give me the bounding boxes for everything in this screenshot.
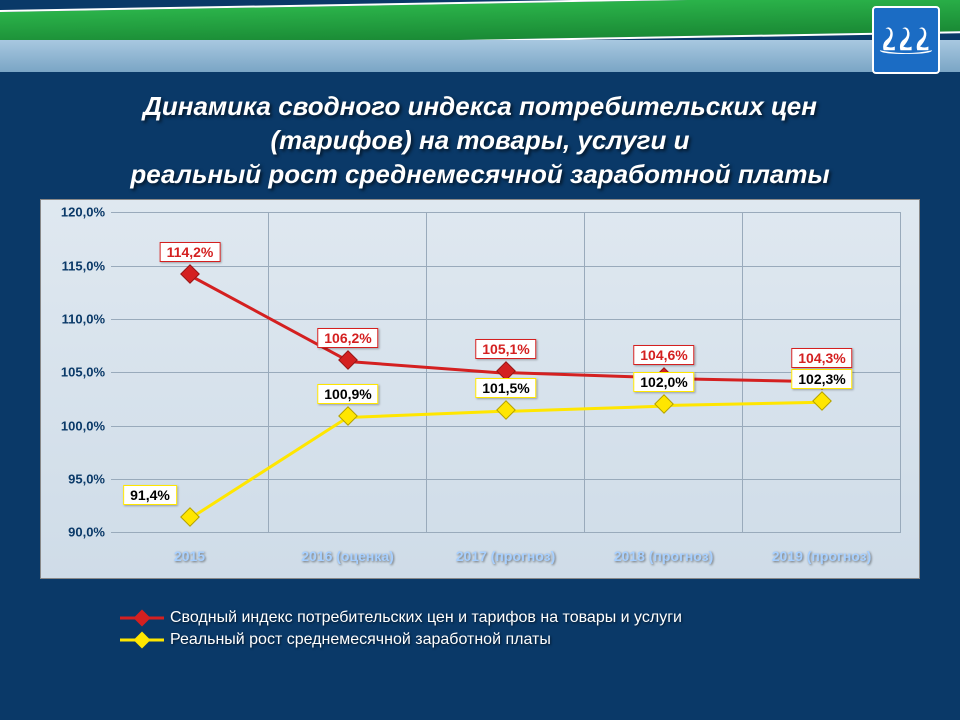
x-category-label: 2016 (оценка) <box>269 548 426 564</box>
legend-label: Реальный рост среднемесячной заработной … <box>170 631 551 649</box>
legend-marker-icon <box>120 609 164 627</box>
header-band <box>0 0 960 80</box>
y-tick-label: 110,0% <box>49 312 105 327</box>
title-line-3: реальный рост среднемесячной заработной … <box>130 159 829 189</box>
crest-logo <box>872 6 940 74</box>
data-label-wage_growth: 102,0% <box>633 372 694 392</box>
data-label-wage_growth: 91,4% <box>123 485 177 505</box>
x-zone: 2016 (оценка) <box>269 212 427 532</box>
legend-marker-icon <box>120 631 164 649</box>
y-tick-label: 95,0% <box>49 472 105 487</box>
x-category-label: 2015 <box>111 548 268 564</box>
y-tick-label: 105,0% <box>49 365 105 380</box>
data-label-wage_growth: 100,9% <box>317 384 378 404</box>
data-label-price_index: 106,2% <box>317 328 378 348</box>
data-label-price_index: 104,3% <box>791 348 852 368</box>
data-label-price_index: 104,6% <box>633 345 694 365</box>
gridline <box>111 532 901 533</box>
title-line-1: Динамика сводного индекса потребительски… <box>143 91 817 121</box>
swans-icon <box>878 23 934 57</box>
x-category-label: 2019 (прогноз) <box>743 548 900 564</box>
data-label-price_index: 114,2% <box>160 242 221 262</box>
legend: Сводный индекс потребительских цен и тар… <box>120 609 840 649</box>
data-label-wage_growth: 101,5% <box>475 378 536 398</box>
plot-area: 90,0%95,0%100,0%105,0%110,0%115,0%120,0%… <box>111 212 901 532</box>
y-tick-label: 115,0% <box>49 258 105 273</box>
y-tick-label: 90,0% <box>49 525 105 540</box>
x-category-label: 2018 (прогноз) <box>585 548 742 564</box>
y-tick-label: 100,0% <box>49 418 105 433</box>
data-label-price_index: 105,1% <box>475 339 536 359</box>
x-category-label: 2017 (прогноз) <box>427 548 584 564</box>
legend-item-wage_growth: Реальный рост среднемесячной заработной … <box>120 631 840 649</box>
data-label-wage_growth: 102,3% <box>791 369 852 389</box>
legend-item-price_index: Сводный индекс потребительских цен и тар… <box>120 609 840 627</box>
line-chart: 90,0% 95,0% 100,0% 105,0% 110,0% 115,0% 120,0%… <box>40 199 920 579</box>
title-line-2: (тарифов) на товары, услуги и <box>271 125 690 155</box>
y-tick-label: 120,0% <box>49 205 105 220</box>
legend-label: Сводный индекс потребительских цен и тар… <box>170 609 682 627</box>
slide-title: Динамика сводного индекса потребительски… <box>0 80 960 199</box>
header-sky-stripe <box>0 40 960 75</box>
